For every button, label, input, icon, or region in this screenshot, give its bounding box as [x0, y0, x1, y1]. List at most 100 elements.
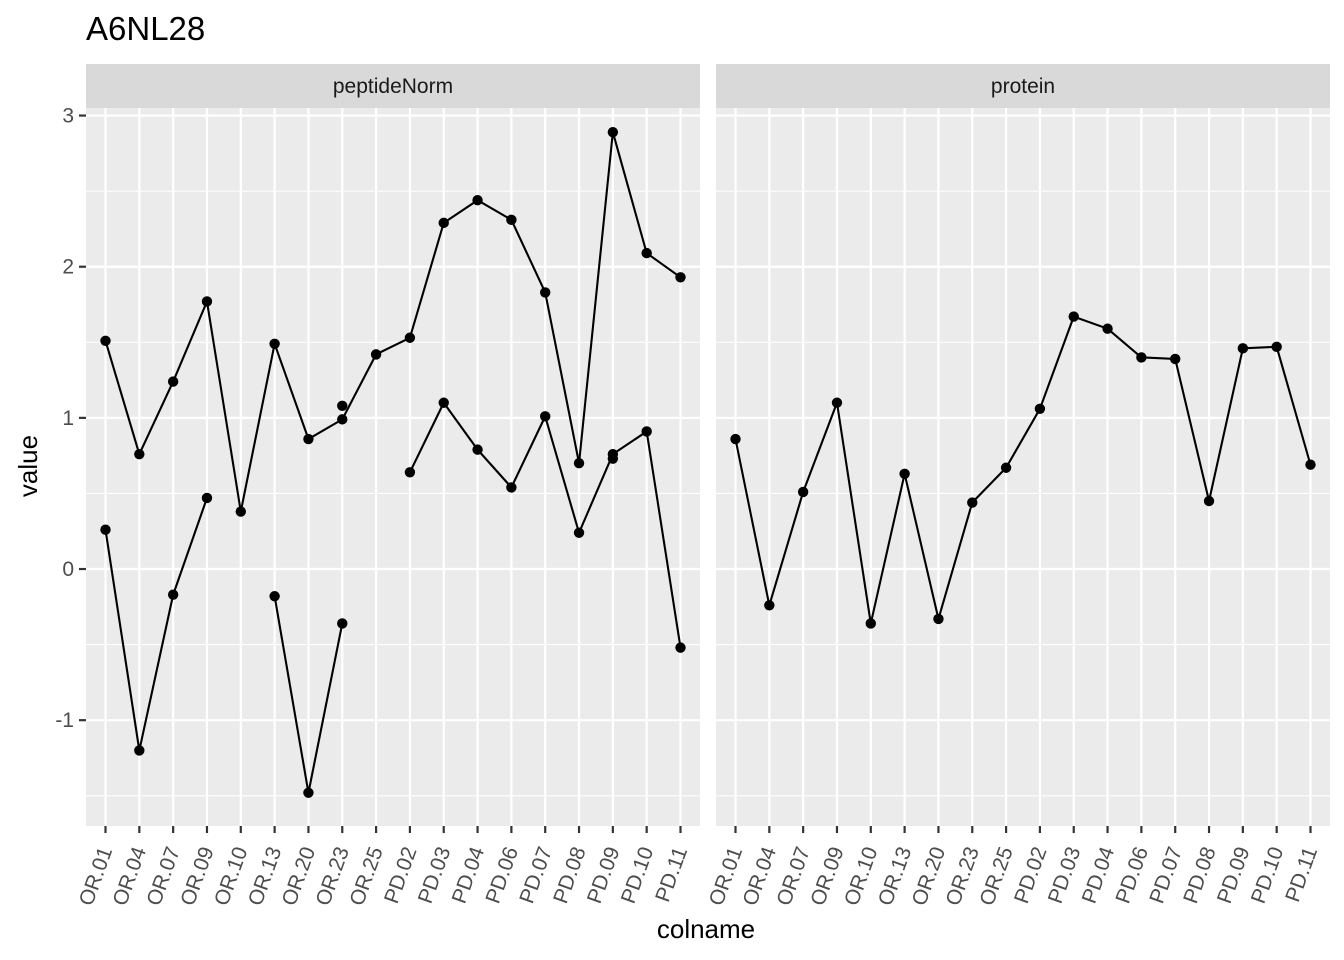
data-point — [933, 613, 944, 625]
series-line-segment — [903, 473, 940, 620]
y-tick-label: -1 — [55, 709, 74, 732]
data-point — [404, 332, 416, 343]
series-line-segment — [172, 301, 208, 383]
series-1 — [730, 311, 1316, 629]
series-line-segment — [577, 132, 614, 464]
data-point — [472, 444, 483, 455]
data-point — [269, 591, 280, 602]
data-point — [506, 214, 517, 226]
data-point — [337, 414, 348, 425]
x-axis-title: colname — [657, 914, 755, 944]
data-point — [607, 126, 619, 138]
data-point — [370, 349, 382, 360]
data-point — [269, 338, 280, 350]
series-line-segment — [104, 340, 141, 455]
data-point — [1034, 403, 1046, 415]
facet-strip — [86, 64, 700, 108]
series-line-segment — [375, 336, 411, 356]
data-point — [1170, 353, 1181, 365]
data-point — [100, 335, 111, 346]
data-point — [730, 433, 741, 445]
panel-background — [86, 108, 700, 826]
data-point — [134, 448, 145, 460]
data-point — [797, 486, 809, 498]
series-line-segment — [307, 418, 343, 440]
series-line-segment — [802, 402, 838, 493]
facet-panel-protein: protein — [716, 64, 1330, 826]
series-line-segment — [768, 491, 805, 606]
chart-title: A6NL28 — [86, 10, 205, 47]
data-point — [1237, 343, 1249, 354]
data-point — [1136, 352, 1147, 363]
series-line-segment — [408, 222, 445, 339]
series-line-segment — [477, 199, 512, 221]
series-line-segment — [273, 596, 310, 793]
data-point — [1305, 459, 1316, 470]
panel-background — [716, 108, 1330, 826]
y-tick-label: 1 — [62, 407, 74, 430]
data-point — [675, 642, 686, 653]
series-line-segment — [239, 343, 276, 512]
series-line-segment — [611, 131, 648, 254]
series-1 — [100, 126, 686, 517]
series-line-segment — [172, 497, 208, 596]
series-line-segment — [544, 416, 581, 534]
data-point — [764, 600, 775, 611]
data-point — [235, 506, 246, 517]
data-point — [438, 217, 449, 229]
data-point — [201, 492, 213, 504]
data-point — [337, 400, 348, 411]
series-line-segment — [273, 343, 310, 440]
series-line-segment — [734, 438, 771, 606]
data-point — [675, 272, 686, 283]
y-tick-label: 0 — [62, 558, 74, 581]
series-line-segment — [1005, 408, 1041, 469]
data-point — [472, 195, 483, 206]
facet-panels: peptideNorm protein — [86, 64, 1330, 826]
data-point — [865, 618, 876, 629]
data-point — [1068, 311, 1079, 322]
series-line-segment — [869, 473, 906, 624]
series-line-segment — [1038, 316, 1075, 410]
y-tick-label: 3 — [62, 105, 74, 128]
series-line-segment — [1208, 348, 1244, 502]
data-point — [573, 458, 585, 469]
series-line-segment — [510, 219, 547, 293]
series-line-segment — [1242, 345, 1277, 350]
data-point — [899, 468, 910, 480]
data-point — [1000, 462, 1012, 473]
data-point — [337, 618, 348, 629]
series-line-segment — [510, 415, 547, 488]
series-line-segment — [1275, 346, 1312, 466]
data-point — [167, 589, 179, 600]
series-line-segment — [937, 502, 974, 620]
facet-panel-peptideNorm: peptideNorm — [86, 64, 700, 826]
data-point — [1271, 341, 1282, 353]
series-line-segment — [138, 381, 175, 455]
data-point — [540, 411, 551, 422]
facet-strip-label: protein — [991, 75, 1055, 98]
series-line-segment — [646, 252, 682, 279]
series-line-segment — [612, 430, 648, 456]
series-line-segment — [138, 594, 175, 751]
data-point — [1203, 495, 1215, 507]
series-line-segment — [104, 529, 141, 751]
data-point — [573, 527, 585, 538]
series-line-segment — [544, 292, 581, 464]
series-line-segment — [476, 448, 513, 489]
series-line-segment — [971, 467, 1007, 504]
series-line-segment — [1174, 358, 1211, 502]
series-line-segment — [1073, 315, 1108, 330]
data-point — [540, 287, 551, 298]
data-point — [404, 467, 416, 478]
series-3 — [337, 400, 619, 464]
series-line-segment — [442, 402, 479, 451]
series-line-segment — [408, 402, 445, 473]
series-line-segment — [645, 431, 682, 648]
series-line-segment — [341, 353, 378, 420]
data-point — [201, 296, 213, 307]
data-point — [641, 247, 652, 259]
data-point — [607, 453, 619, 464]
y-axis-title: value — [13, 435, 43, 497]
